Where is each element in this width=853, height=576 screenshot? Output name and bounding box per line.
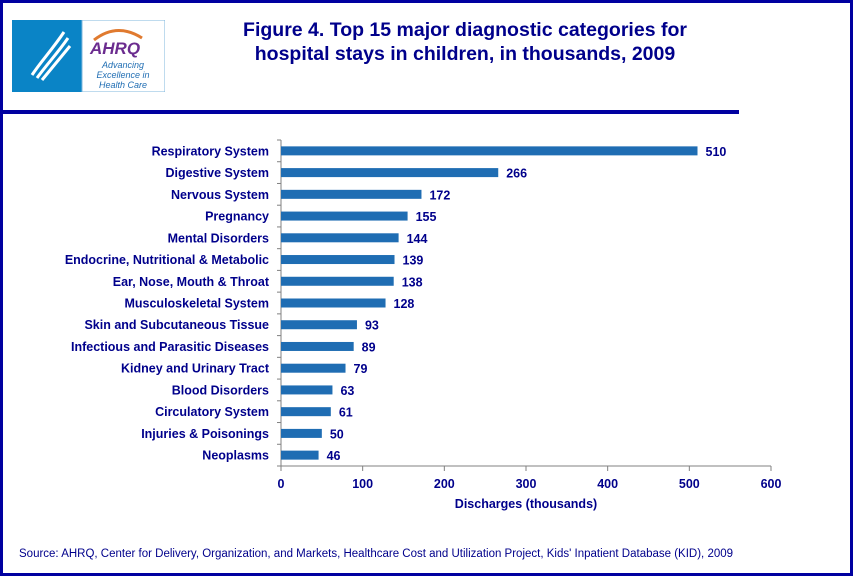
bar [281, 211, 408, 221]
title-divider [3, 110, 739, 114]
title-line-2: hospital stays in children, in thousands… [254, 43, 676, 65]
category-label: Pregnancy [205, 210, 269, 224]
svg-text:Excellence in: Excellence in [96, 70, 149, 80]
category-label: Endocrine, Nutritional & Metabolic [65, 253, 269, 267]
bar [281, 341, 354, 351]
data-label: 172 [429, 188, 450, 202]
category-label: Skin and Subcutaneous Tissue [84, 318, 269, 332]
bar [281, 168, 499, 178]
category-label: Nervous System [171, 188, 269, 202]
x-tick-label: 0 [278, 477, 285, 491]
category-label: Circulatory System [155, 405, 269, 419]
bar [281, 298, 386, 308]
bar [281, 428, 322, 438]
data-label: 63 [340, 384, 354, 398]
bar [281, 363, 346, 373]
bar [281, 407, 331, 417]
category-label: Infectious and Parasitic Diseases [71, 340, 269, 354]
data-label: 79 [354, 362, 368, 376]
category-label: Blood Disorders [172, 383, 269, 397]
data-label: 93 [365, 319, 379, 333]
data-label: 510 [706, 145, 727, 159]
data-label: 89 [362, 340, 376, 354]
data-label: 50 [330, 427, 344, 441]
data-label: 155 [416, 210, 437, 224]
bar [281, 233, 399, 243]
hhs-ahrq-logo: AHRQ Advancing Excellence in Health Care [12, 20, 165, 92]
bar [281, 385, 333, 395]
category-label: Neoplasms [202, 449, 269, 463]
svg-text:AHRQ: AHRQ [89, 39, 140, 58]
chart-title: Figure 4. Top 15 major diagnostic catego… [200, 18, 730, 66]
svg-text:Advancing: Advancing [101, 60, 144, 70]
data-label: 139 [403, 254, 424, 268]
x-tick-label: 600 [761, 477, 782, 491]
data-label: 138 [402, 275, 423, 289]
bar [281, 450, 319, 460]
x-tick-label: 300 [516, 477, 537, 491]
data-label: 144 [407, 232, 428, 246]
data-label: 46 [327, 449, 341, 463]
data-label: 61 [339, 406, 353, 420]
data-label: 128 [394, 297, 415, 311]
x-axis-title: Discharges (thousands) [455, 497, 597, 511]
x-tick-label: 100 [352, 477, 373, 491]
category-label: Musculoskeletal System [124, 297, 269, 311]
category-label: Injuries & Poisonings [141, 427, 269, 441]
bar [281, 255, 395, 265]
bar [281, 320, 357, 330]
source-note: Source: AHRQ, Center for Delivery, Organ… [19, 548, 734, 560]
category-label: Ear, Nose, Mouth & Throat [113, 275, 270, 289]
data-label: 266 [506, 167, 527, 181]
bar [281, 189, 422, 199]
bar [281, 146, 698, 156]
x-tick-label: 400 [597, 477, 618, 491]
category-label: Mental Disorders [168, 231, 269, 245]
bar [281, 276, 394, 286]
svg-text:Health Care: Health Care [99, 80, 147, 90]
x-tick-label: 200 [434, 477, 455, 491]
category-label: Digestive System [165, 166, 269, 180]
category-label: Kidney and Urinary Tract [121, 362, 270, 376]
x-tick-label: 500 [679, 477, 700, 491]
title-line-1: Figure 4. Top 15 major diagnostic catego… [243, 19, 687, 41]
category-label: Respiratory System [152, 144, 269, 158]
